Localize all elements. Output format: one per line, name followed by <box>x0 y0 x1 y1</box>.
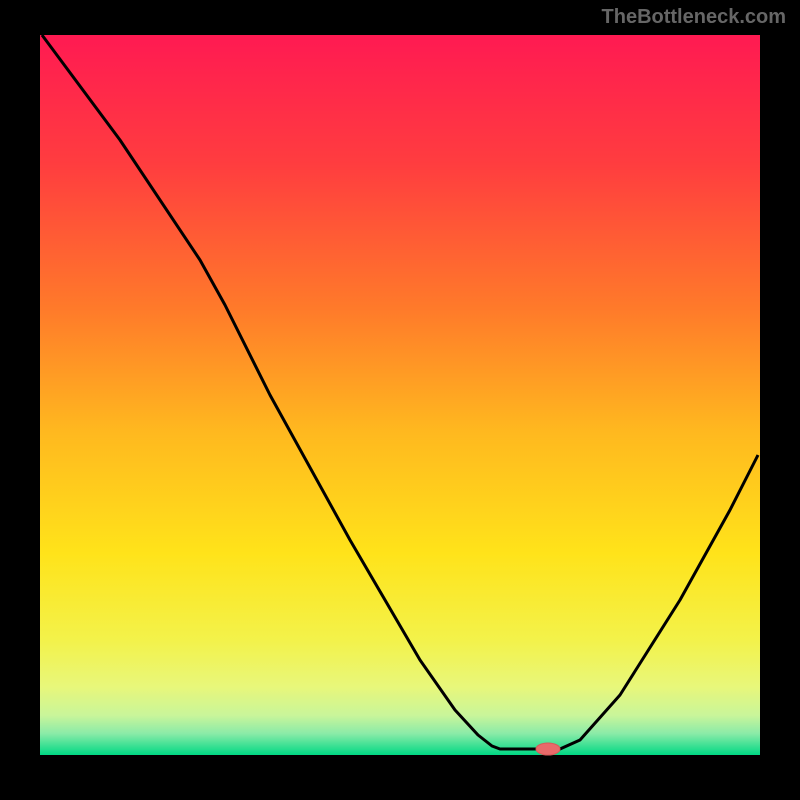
bottleneck-chart: TheBottleneck.com <box>0 0 800 800</box>
optimal-marker <box>536 743 560 755</box>
watermark-text: TheBottleneck.com <box>602 6 786 29</box>
chart-svg <box>0 0 800 800</box>
